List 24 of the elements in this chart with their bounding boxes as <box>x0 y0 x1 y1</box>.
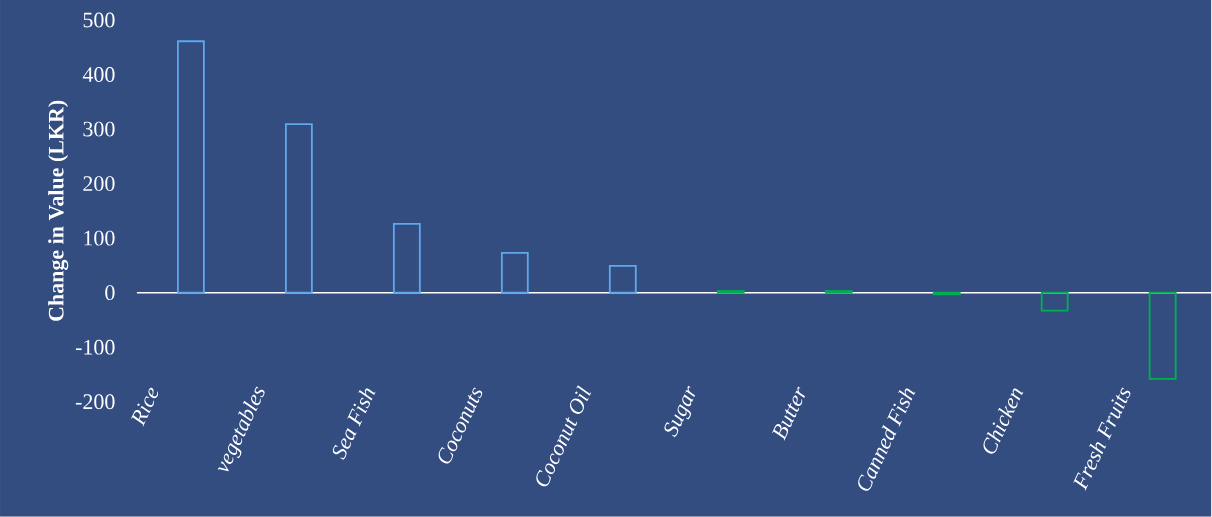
y-tick-label: -100 <box>75 339 115 355</box>
bar <box>1040 291 1069 312</box>
bar <box>1148 291 1177 380</box>
bar <box>392 223 421 294</box>
bar <box>284 123 313 294</box>
x-tick-label: Rice <box>131 388 159 427</box>
y-tick-label: 200 <box>83 176 115 192</box>
x-tick-label: Butter <box>772 386 805 441</box>
y-tick-label: 300 <box>83 121 115 137</box>
bar <box>824 290 853 294</box>
x-tick-label: Sugar <box>664 385 696 438</box>
y-tick-label: 100 <box>84 230 115 246</box>
x-tick-label: Sea Fish <box>332 388 376 460</box>
bar <box>608 265 637 294</box>
x-tick-label: Fresh Fruits <box>1073 387 1131 491</box>
y-axis-title: Change in Value (LKR) <box>48 100 69 322</box>
y-tick-label: 500 <box>83 12 115 28</box>
bar <box>716 290 745 294</box>
y-tick-label: -200 <box>75 394 115 410</box>
y-tick-label: 400 <box>82 67 115 83</box>
bar <box>177 40 205 294</box>
bar <box>500 252 529 294</box>
bar <box>932 291 961 296</box>
y-tick-label: 0 <box>105 285 115 301</box>
